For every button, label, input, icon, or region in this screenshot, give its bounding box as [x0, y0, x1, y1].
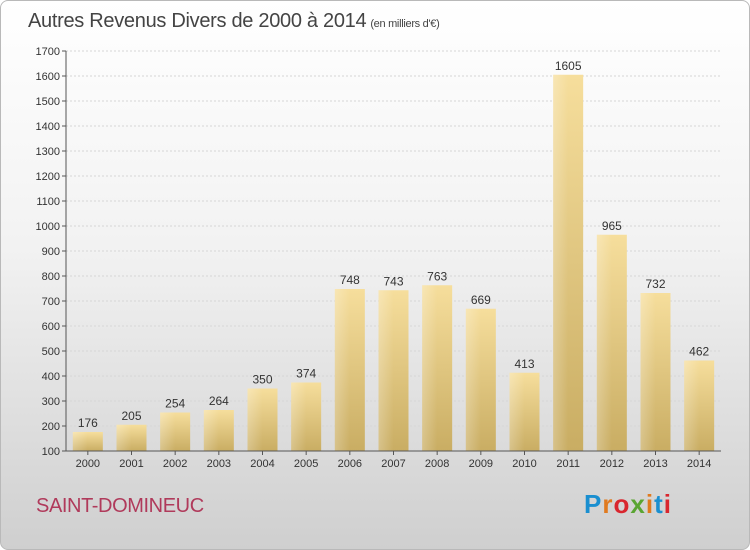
- data-label: 743: [383, 274, 403, 288]
- y-tick-label: 1700: [36, 46, 60, 58]
- y-tick-label: 1600: [36, 71, 60, 83]
- bar-highlight: [640, 293, 656, 451]
- logo-letter: i: [645, 489, 655, 519]
- x-tick-label: 2003: [207, 458, 231, 470]
- bar-highlight: [553, 74, 569, 451]
- y-tick-label: 100: [42, 446, 60, 458]
- y-tick-label: 1100: [36, 196, 60, 208]
- data-label: 965: [602, 219, 622, 233]
- data-label: 264: [209, 394, 229, 408]
- x-tick-label: 2012: [600, 458, 624, 470]
- x-tick-label: 2011: [556, 458, 580, 470]
- x-tick-label: 2013: [643, 458, 667, 470]
- y-tick-label: 800: [42, 271, 60, 283]
- x-tick-label: 2007: [381, 458, 405, 470]
- y-tick-label: 1400: [36, 121, 60, 133]
- city-name: SAINT-DOMINEUC: [36, 495, 204, 517]
- bar-highlight: [72, 432, 88, 451]
- logo-letter: r: [602, 489, 614, 519]
- x-tick-label: 2000: [76, 458, 100, 470]
- y-tick-label: 1200: [36, 171, 60, 183]
- y-tick-label: 500: [42, 346, 60, 358]
- bar-highlight: [203, 410, 219, 451]
- data-label: 254: [165, 397, 185, 411]
- bar-highlight: [334, 289, 350, 451]
- data-label: 176: [78, 416, 98, 430]
- x-tick-label: 2004: [250, 458, 274, 470]
- x-tick-label: 2010: [512, 458, 536, 470]
- logo-letter: i: [663, 489, 672, 519]
- logo-letter: o: [613, 489, 631, 519]
- title-text: Autres Revenus Divers de 2000 à 2014: [28, 10, 367, 32]
- bar-highlight: [465, 308, 481, 451]
- data-label: 350: [252, 373, 272, 387]
- logo-letter: P: [584, 489, 603, 519]
- bar-highlight: [291, 382, 307, 451]
- x-tick-label: 2005: [294, 458, 318, 470]
- data-label: 205: [121, 409, 141, 423]
- x-tick-label: 2002: [163, 458, 187, 470]
- bar-highlight: [596, 234, 612, 451]
- data-label: 1605: [555, 59, 582, 73]
- bars-group: 176 205 254 264 350 374 748 743 763 669 413 1605 965…: [72, 59, 715, 451]
- logo-letter: x: [630, 489, 646, 519]
- bar-highlight: [160, 412, 176, 451]
- y-tick-label: 1300: [36, 146, 60, 158]
- bar-highlight: [684, 360, 700, 451]
- x-tick-label: 2008: [425, 458, 449, 470]
- x-tick-label: 2006: [338, 458, 362, 470]
- data-label: 732: [645, 277, 665, 291]
- y-tick-label: 600: [42, 321, 60, 333]
- y-tick-label: 1000: [36, 221, 60, 233]
- data-label: 462: [689, 345, 709, 359]
- y-tick-label: 1500: [36, 96, 60, 108]
- data-label: 413: [514, 357, 534, 371]
- data-label: 669: [471, 293, 491, 307]
- bar-highlight: [509, 372, 525, 451]
- logo-letter: t: [654, 489, 664, 519]
- y-tick-label: 300: [42, 396, 60, 408]
- bar-highlight: [422, 285, 438, 451]
- y-tick-label: 200: [42, 421, 60, 433]
- y-tick-label: 900: [42, 246, 60, 258]
- bar-highlight: [116, 424, 132, 451]
- proxiti-logo[interactable]: Proxiti: [584, 489, 672, 520]
- data-label: 763: [427, 269, 447, 283]
- chart-title: Autres Revenus Divers de 2000 à 2014 (en …: [28, 10, 440, 33]
- x-tick-label: 2014: [687, 458, 711, 470]
- data-label: 748: [340, 273, 360, 287]
- y-tick-label: 700: [42, 296, 60, 308]
- title-unit: (en milliers d'€): [370, 18, 440, 30]
- bar-highlight: [378, 290, 394, 451]
- axes-group: 100 200 300 400 500 600 700 800 900 1000 1100 1200 1…: [36, 46, 721, 470]
- data-label: 374: [296, 367, 316, 381]
- y-tick-label: 400: [42, 371, 60, 383]
- bar-highlight: [247, 388, 263, 451]
- x-tick-label: 2009: [469, 458, 493, 470]
- x-tick-label: 2001: [119, 458, 143, 470]
